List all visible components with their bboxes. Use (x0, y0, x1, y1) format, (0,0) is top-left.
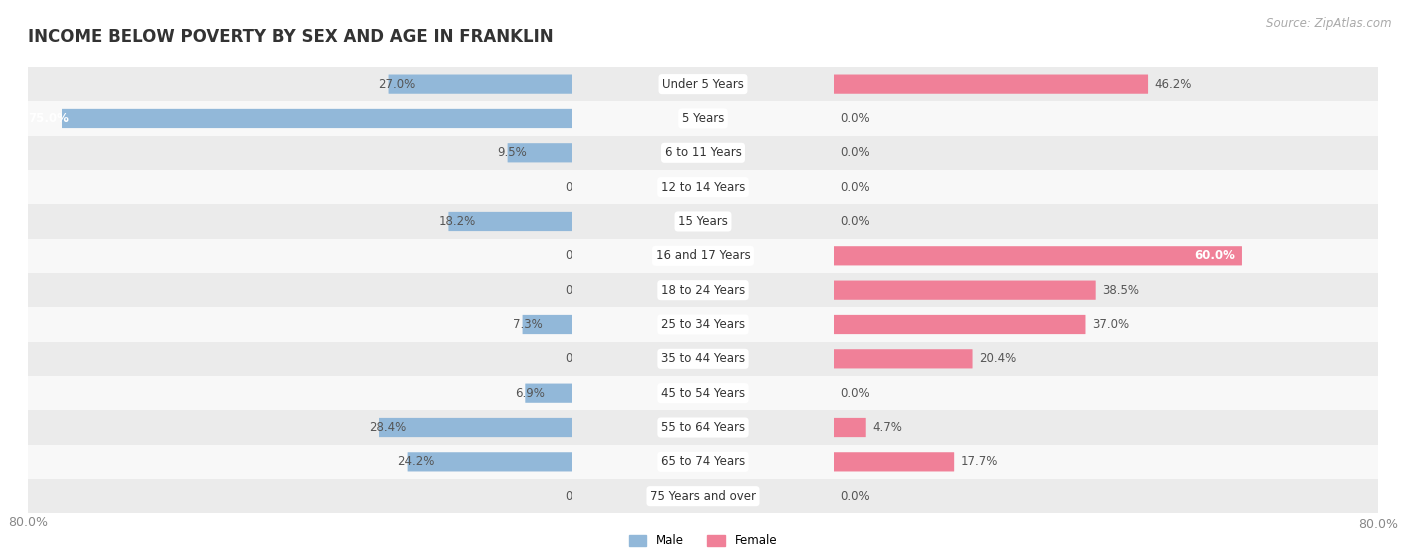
FancyBboxPatch shape (508, 143, 572, 162)
FancyBboxPatch shape (834, 452, 955, 472)
Bar (834, 170, 1378, 204)
Bar (834, 410, 1378, 445)
Bar (28, 341, 572, 376)
Text: 0.0%: 0.0% (565, 181, 595, 194)
Text: Source: ZipAtlas.com: Source: ZipAtlas.com (1267, 17, 1392, 30)
Bar (28, 376, 572, 410)
Text: Under 5 Years: Under 5 Years (662, 78, 744, 90)
Bar (834, 445, 1378, 479)
FancyBboxPatch shape (408, 452, 572, 472)
Bar (572, 445, 834, 479)
Bar (834, 376, 1378, 410)
Text: 6 to 11 Years: 6 to 11 Years (665, 146, 741, 159)
Bar (572, 102, 834, 136)
Bar (28, 445, 572, 479)
Text: 45 to 54 Years: 45 to 54 Years (661, 387, 745, 400)
Text: 28.4%: 28.4% (368, 421, 406, 434)
Text: 75 Years and over: 75 Years and over (650, 490, 756, 503)
Bar (28, 410, 572, 445)
Bar (572, 479, 834, 513)
Bar (572, 410, 834, 445)
Text: INCOME BELOW POVERTY BY SEX AND AGE IN FRANKLIN: INCOME BELOW POVERTY BY SEX AND AGE IN F… (28, 28, 554, 46)
Text: 0.0%: 0.0% (841, 181, 870, 194)
Text: 55 to 64 Years: 55 to 64 Years (661, 421, 745, 434)
Text: 4.7%: 4.7% (872, 421, 903, 434)
Text: 20.4%: 20.4% (979, 352, 1017, 365)
Text: 37.0%: 37.0% (1092, 318, 1129, 331)
Text: 75.0%: 75.0% (28, 112, 69, 125)
Text: 0.0%: 0.0% (841, 490, 870, 503)
FancyBboxPatch shape (380, 418, 572, 437)
Text: 60.0%: 60.0% (1194, 249, 1234, 262)
FancyBboxPatch shape (62, 109, 572, 128)
Text: 0.0%: 0.0% (841, 215, 870, 228)
Bar (28, 204, 572, 239)
Bar (572, 67, 834, 102)
Bar (572, 341, 834, 376)
Text: 0.0%: 0.0% (565, 490, 595, 503)
Bar (572, 239, 834, 273)
Legend: Male, Female: Male, Female (624, 530, 782, 552)
Bar (834, 341, 1378, 376)
Text: 0.0%: 0.0% (841, 387, 870, 400)
Bar (572, 307, 834, 341)
Text: 9.5%: 9.5% (498, 146, 527, 159)
Bar (834, 273, 1378, 307)
Text: 46.2%: 46.2% (1154, 78, 1192, 90)
Bar (834, 307, 1378, 341)
Text: 7.3%: 7.3% (513, 318, 543, 331)
Bar (572, 204, 834, 239)
Bar (572, 136, 834, 170)
Text: 0.0%: 0.0% (841, 146, 870, 159)
Bar (834, 136, 1378, 170)
Text: 18.2%: 18.2% (439, 215, 475, 228)
Text: 0.0%: 0.0% (565, 249, 595, 262)
FancyBboxPatch shape (834, 281, 1095, 300)
Bar (28, 136, 572, 170)
Text: 0.0%: 0.0% (565, 283, 595, 297)
FancyBboxPatch shape (526, 383, 572, 403)
Text: 12 to 14 Years: 12 to 14 Years (661, 181, 745, 194)
Bar (572, 273, 834, 307)
Text: 16 and 17 Years: 16 and 17 Years (655, 249, 751, 262)
FancyBboxPatch shape (834, 246, 1241, 266)
Text: 38.5%: 38.5% (1102, 283, 1139, 297)
Bar (834, 239, 1378, 273)
Text: 24.2%: 24.2% (398, 455, 434, 468)
Bar (834, 204, 1378, 239)
Text: 65 to 74 Years: 65 to 74 Years (661, 455, 745, 468)
Text: 35 to 44 Years: 35 to 44 Years (661, 352, 745, 365)
FancyBboxPatch shape (834, 75, 1149, 94)
Text: 6.9%: 6.9% (515, 387, 546, 400)
FancyBboxPatch shape (388, 75, 572, 94)
Text: 27.0%: 27.0% (378, 78, 416, 90)
FancyBboxPatch shape (834, 315, 1085, 334)
Bar (28, 239, 572, 273)
Bar (834, 479, 1378, 513)
Text: 0.0%: 0.0% (841, 112, 870, 125)
FancyBboxPatch shape (834, 418, 866, 437)
Text: 15 Years: 15 Years (678, 215, 728, 228)
Bar (834, 102, 1378, 136)
Text: 17.7%: 17.7% (960, 455, 998, 468)
Bar (834, 67, 1378, 102)
Text: 0.0%: 0.0% (565, 352, 595, 365)
Bar (28, 170, 572, 204)
Text: 25 to 34 Years: 25 to 34 Years (661, 318, 745, 331)
Bar (28, 102, 572, 136)
Bar (28, 479, 572, 513)
Text: 5 Years: 5 Years (682, 112, 724, 125)
Bar (28, 307, 572, 341)
FancyBboxPatch shape (449, 212, 572, 231)
Text: 18 to 24 Years: 18 to 24 Years (661, 283, 745, 297)
Bar (28, 273, 572, 307)
Bar (572, 170, 834, 204)
Bar (28, 67, 572, 102)
FancyBboxPatch shape (523, 315, 572, 334)
Bar (572, 376, 834, 410)
FancyBboxPatch shape (834, 349, 973, 368)
